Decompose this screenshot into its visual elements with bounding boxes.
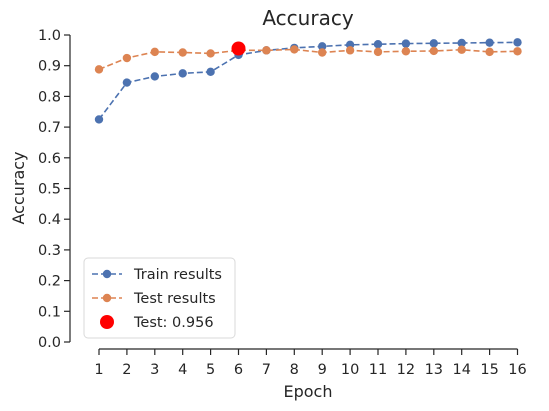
- y-tick-label: 0.7: [38, 120, 61, 136]
- x-tick-label: 14: [452, 362, 470, 378]
- legend-label: Test: 0.956: [133, 315, 214, 331]
- x-tick-label: 6: [234, 362, 243, 378]
- data-point: [485, 47, 494, 57]
- data-point: [206, 67, 215, 77]
- data-point: [429, 39, 438, 48]
- x-axis-label: Epoch: [284, 382, 333, 401]
- x-tick-label: 3: [150, 362, 159, 378]
- y-tick-label: 0.6: [38, 151, 61, 167]
- x-tick-label: 8: [290, 362, 299, 378]
- x-tick-label: 13: [425, 362, 443, 378]
- x-tick-label: 10: [341, 362, 359, 378]
- data-point: [178, 48, 187, 57]
- data-point: [373, 40, 383, 49]
- series-line: [98, 41, 518, 120]
- x-tick-label: 16: [508, 362, 526, 378]
- data-point: [429, 46, 438, 56]
- x-tick-label: 11: [369, 362, 387, 378]
- series-line: [98, 48, 518, 71]
- data-point: [345, 46, 355, 55]
- data-point: [150, 72, 159, 81]
- data-point: [290, 45, 299, 54]
- y-tick-label: 0.0: [38, 335, 61, 351]
- legend-box: [83, 257, 236, 339]
- legend-marker: [102, 293, 112, 303]
- legend-marker: [102, 269, 112, 279]
- data-point: [401, 39, 411, 48]
- data-point: [457, 38, 466, 48]
- x-tick-label: 4: [178, 362, 187, 378]
- chart-title: Accuracy: [262, 6, 353, 30]
- legend-label: Test results: [133, 291, 216, 307]
- legend-label: Train results: [133, 267, 222, 283]
- x-tick-label: 7: [262, 362, 271, 378]
- data-point: [318, 42, 327, 51]
- y-axis-label: Accuracy: [9, 151, 28, 224]
- y-tick-label: 0.2: [38, 274, 61, 290]
- y-tick-label: 0.4: [38, 212, 61, 228]
- data-point: [150, 47, 159, 57]
- legend-highlight-marker: [100, 315, 114, 329]
- data-point: [94, 115, 104, 124]
- data-point: [122, 78, 132, 87]
- y-tick-label: 0.8: [38, 89, 61, 105]
- data-point: [178, 69, 187, 78]
- legend: Train results Test results Test: 0.956: [83, 257, 236, 339]
- data-point: [122, 53, 132, 63]
- series-layer: [94, 38, 522, 124]
- highlight-point: [231, 41, 246, 56]
- data-point: [513, 38, 522, 47]
- x-tick-label: 15: [480, 362, 498, 378]
- data-point: [485, 38, 494, 47]
- data-point: [206, 49, 215, 58]
- x-tick-label: 5: [206, 362, 215, 378]
- y-tick-label: 0.1: [38, 304, 61, 320]
- data-point: [318, 48, 327, 57]
- y-tick-label: 1.0: [38, 28, 61, 44]
- y-tick-label: 0.9: [38, 59, 61, 75]
- x-tick-label: 1: [94, 362, 103, 378]
- y-tick-label: 0.3: [38, 243, 61, 259]
- x-tick-label: 9: [318, 362, 327, 378]
- data-point: [373, 47, 383, 57]
- x-tick-label: 2: [122, 362, 131, 378]
- axes: 0.00.10.20.30.40.50.60.70.80.91.01 2 3 4 5 6 7…: [38, 28, 527, 378]
- data-point: [94, 65, 104, 74]
- data-point: [262, 46, 271, 55]
- x-tick-label: 12: [397, 362, 415, 378]
- data-point: [457, 45, 466, 54]
- y-tick-label: 0.5: [38, 182, 61, 198]
- data-point: [513, 47, 522, 56]
- data-point: [401, 47, 411, 56]
